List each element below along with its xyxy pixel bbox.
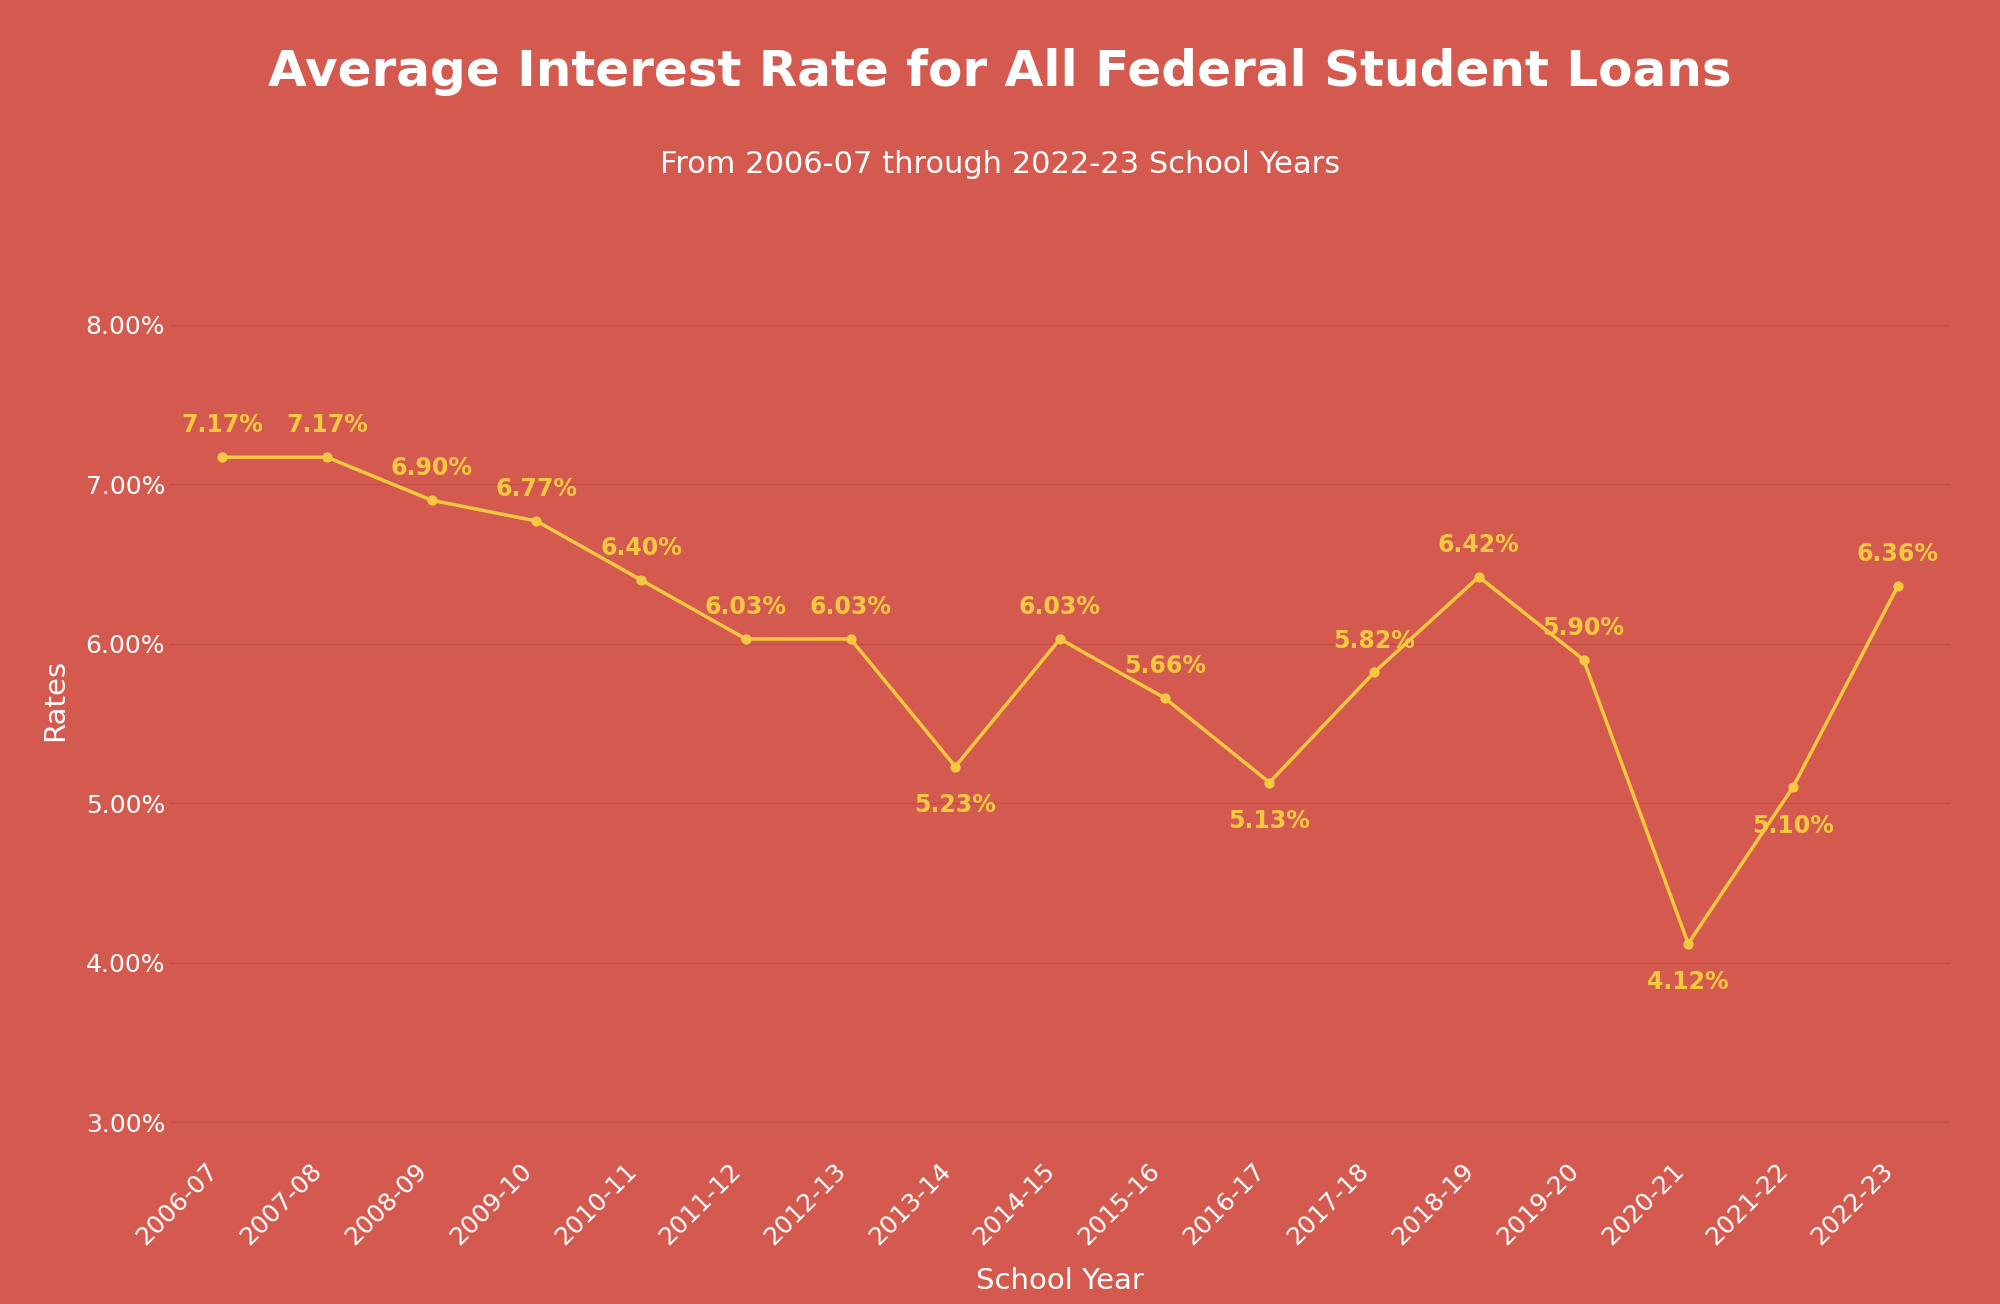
Y-axis label: Rates: Rates (40, 659, 68, 741)
Text: 6.90%: 6.90% (390, 456, 472, 480)
Text: 5.13%: 5.13% (1228, 808, 1310, 833)
Point (834, 629, 866, 649)
Text: 6.36%: 6.36% (1856, 542, 1938, 566)
Point (1462, 566, 1494, 587)
Point (1358, 662, 1390, 683)
Point (1044, 629, 1076, 649)
Text: 7.17%: 7.17% (286, 413, 368, 437)
Point (312, 447, 344, 468)
X-axis label: School Year: School Year (976, 1266, 1144, 1295)
Point (1568, 649, 1600, 670)
Text: 5.90%: 5.90% (1542, 615, 1624, 640)
Text: 6.42%: 6.42% (1438, 533, 1520, 557)
Text: 5.10%: 5.10% (1752, 814, 1834, 837)
Text: 5.23%: 5.23% (914, 793, 996, 816)
Point (940, 756, 972, 777)
Point (1672, 934, 1704, 955)
Text: 4.12%: 4.12% (1648, 970, 1730, 994)
Text: 7.17%: 7.17% (182, 413, 264, 437)
Point (1148, 687, 1180, 708)
Text: 6.03%: 6.03% (810, 595, 892, 619)
Text: 5.82%: 5.82% (1334, 629, 1416, 652)
Point (1776, 777, 1808, 798)
Point (626, 570, 658, 591)
Point (206, 447, 238, 468)
Point (1882, 576, 1914, 597)
Point (1254, 772, 1286, 793)
Text: 6.03%: 6.03% (1020, 595, 1100, 619)
Text: 6.40%: 6.40% (600, 536, 682, 561)
Text: From 2006-07 through 2022-23 School Years: From 2006-07 through 2022-23 School Year… (660, 150, 1340, 180)
Text: Average Interest Rate for All Federal Student Loans: Average Interest Rate for All Federal St… (268, 48, 1732, 96)
Point (416, 490, 448, 511)
Point (520, 511, 552, 532)
Text: 6.03%: 6.03% (704, 595, 786, 619)
Point (730, 629, 762, 649)
Text: 6.77%: 6.77% (496, 477, 578, 501)
Text: 5.66%: 5.66% (1124, 655, 1206, 678)
